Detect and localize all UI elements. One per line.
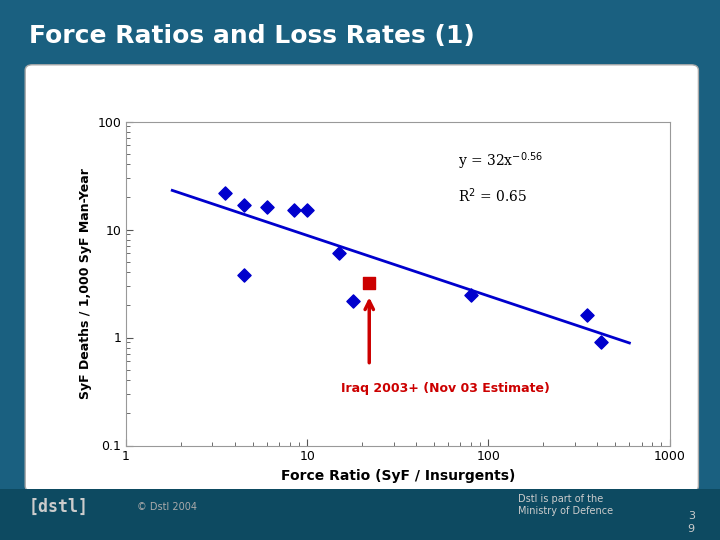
Point	[289, 206, 300, 215]
Text: y = 32x$^{-0.56}$: y = 32x$^{-0.56}$	[458, 151, 543, 172]
Y-axis label: SyF Deaths / 1,000 SyF Man-Year: SyF Deaths / 1,000 SyF Man-Year	[78, 168, 91, 399]
Text: Dstl is part of the
Ministry of Defence: Dstl is part of the Ministry of Defence	[518, 494, 613, 516]
Point	[348, 296, 359, 305]
Point	[581, 311, 593, 320]
Text: Force Ratios and Loss Rates (1): Force Ratios and Loss Rates (1)	[29, 24, 474, 48]
Point	[238, 271, 250, 279]
Point	[261, 203, 273, 212]
Point	[333, 249, 345, 258]
Point	[219, 188, 230, 197]
Text: [dstl]: [dstl]	[29, 497, 89, 516]
Text: © Dstl 2004: © Dstl 2004	[137, 502, 197, 511]
Text: 3: 3	[688, 511, 695, 521]
Point	[465, 290, 477, 299]
Text: R$^{2}$ = 0.65: R$^{2}$ = 0.65	[458, 186, 527, 205]
Point	[302, 206, 313, 215]
X-axis label: Force Ratio (SyF / Insurgents): Force Ratio (SyF / Insurgents)	[281, 469, 515, 483]
Point	[595, 338, 607, 347]
Text: 9: 9	[688, 524, 695, 534]
Point	[238, 200, 250, 209]
Text: Iraq 2003+ (Nov 03 Estimate): Iraq 2003+ (Nov 03 Estimate)	[341, 382, 550, 395]
Point	[364, 279, 375, 287]
